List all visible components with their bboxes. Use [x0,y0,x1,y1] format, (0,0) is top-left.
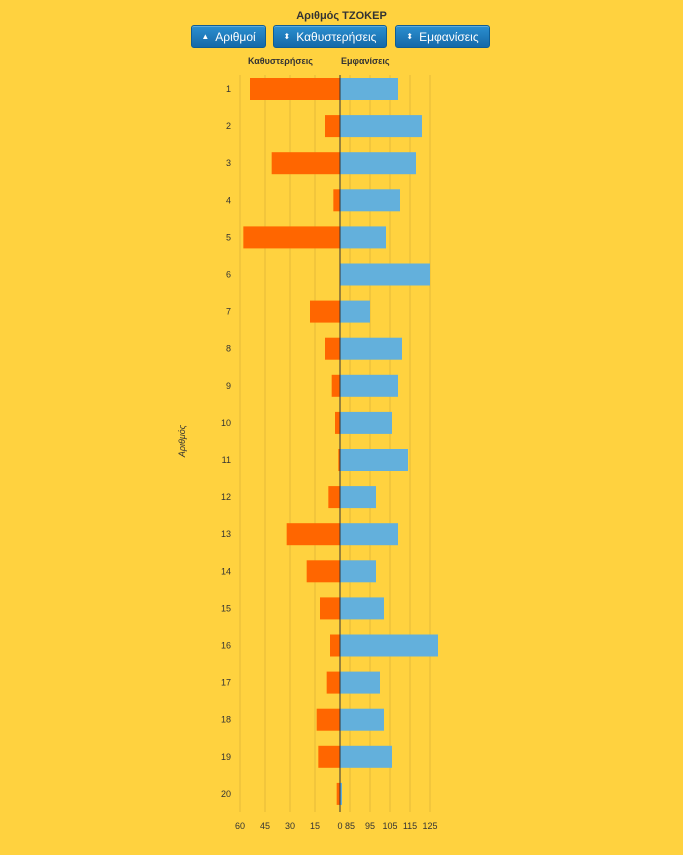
bars [243,78,438,805]
appearance-bar [340,78,398,100]
category-label: 17 [221,678,231,688]
delays-header: Καθυστερήσεις [248,56,313,66]
y-axis-label: Αριθμός [177,424,187,458]
x-tick-label: 0 [337,821,342,831]
delay-bar [333,189,340,212]
delay-bar [325,337,340,360]
category-label: 5 [226,232,231,242]
delay-bar [318,745,340,768]
category-label: 7 [226,307,231,317]
category-label: 13 [221,529,231,539]
appearance-bar [340,263,430,286]
category-label: 18 [221,715,231,725]
category-label: 12 [221,492,231,502]
appearance-bar [340,115,422,138]
appearance-bar [340,560,376,583]
category-label: 20 [221,789,231,799]
category-label: 4 [226,195,231,205]
appearance-bar [340,226,386,249]
category-label: 19 [221,752,231,762]
delay-bar [286,523,340,546]
delay-bar [325,115,340,138]
category-label: 3 [226,158,231,168]
appearances-header: Εμφανίσεις [341,56,390,66]
appearance-bar [340,523,398,546]
sort-toggle-icon: ⬍ [406,31,414,41]
sort-by-delays-button[interactable]: ⬍ Καθυστερήσεις [273,25,387,48]
x-tick-label: 30 [285,821,295,831]
appearance-bar [340,189,400,212]
sort-by-delays-label: Καθυστερήσεις [296,29,377,44]
appearance-bar [340,337,402,360]
appearance-bar [340,671,380,694]
x-tick-label: 85 [345,821,355,831]
x-tick-label: 125 [422,821,437,831]
x-tick-label: 95 [365,821,375,831]
category-label: 6 [226,270,231,280]
delay-bar [306,560,340,583]
labels: 1234567891011121314151617181920Καθυστερή… [177,56,438,831]
x-tick-label: 60 [235,821,245,831]
appearance-bar [340,597,384,620]
category-label: 14 [221,566,231,576]
sort-by-appearances-label: Εμφανίσεις [419,29,479,44]
sort-by-numbers-label: Αριθμοί [215,29,256,44]
category-label: 11 [222,455,231,465]
grid-lines [239,75,431,812]
category-label: 16 [221,641,231,651]
x-tick-label: 105 [382,821,397,831]
delay-bar [331,374,340,397]
chart-title: Αριθμός ΤΖΟΚΕΡ [296,10,387,22]
category-label: 9 [226,381,231,391]
delay-bar [338,449,340,471]
delay-bar [320,597,340,620]
appearance-bar [340,411,392,434]
appearance-bar [340,708,384,731]
delay-bar [326,671,340,694]
category-label: 8 [226,344,231,354]
delay-bar [336,782,340,805]
delay-bar [250,78,340,100]
category-label: 2 [226,121,231,131]
delay-bar [335,411,340,434]
x-tick-label: 15 [310,821,320,831]
appearance-bar [340,152,416,175]
sort-ascending-icon: ▲ [201,31,210,41]
delay-bar [316,708,340,731]
appearance-bar [340,449,408,471]
x-tick-label: 115 [403,821,417,831]
category-label: 1 [226,84,231,94]
category-label: 10 [221,418,231,428]
delay-bar [243,226,340,249]
delay-bar [330,634,340,657]
appearance-bar [340,745,392,768]
appearance-bar [340,486,376,509]
category-label: 15 [221,603,231,613]
appearance-bar [340,374,398,397]
sort-by-numbers-button[interactable]: ▲ Αριθμοί [191,25,266,48]
delay-bar [310,300,340,323]
x-tick-label: 45 [260,821,270,831]
appearance-bar [340,300,370,323]
delay-bar [271,152,340,175]
appearance-bar [340,782,342,805]
sort-toggle-icon: ⬍ [283,31,291,41]
delay-bar [328,486,340,509]
appearance-bar [340,634,438,657]
sort-by-appearances-button[interactable]: ⬍ Εμφανίσεις [395,25,490,48]
